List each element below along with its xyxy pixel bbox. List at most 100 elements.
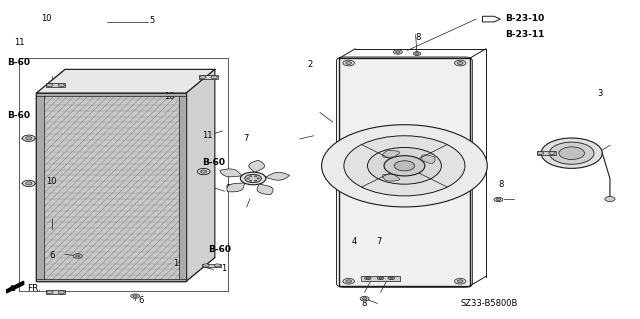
Circle shape — [26, 182, 32, 185]
Bar — [36, 93, 186, 96]
Circle shape — [362, 298, 367, 300]
Circle shape — [203, 264, 209, 267]
Circle shape — [200, 170, 207, 173]
Circle shape — [458, 280, 463, 283]
Text: 10: 10 — [164, 92, 174, 101]
Text: 7: 7 — [376, 237, 381, 246]
Circle shape — [390, 277, 393, 279]
Text: 6: 6 — [138, 296, 144, 305]
Circle shape — [47, 84, 53, 87]
Bar — [179, 93, 186, 281]
Circle shape — [133, 295, 138, 297]
Circle shape — [538, 152, 543, 155]
Text: 8: 8 — [362, 299, 367, 308]
Circle shape — [548, 152, 555, 155]
Text: B-60: B-60 — [202, 158, 225, 167]
PathPatch shape — [36, 93, 186, 281]
Circle shape — [541, 138, 602, 168]
Circle shape — [249, 176, 252, 177]
Text: B-23-11: B-23-11 — [505, 30, 544, 39]
Text: 11: 11 — [14, 38, 24, 47]
Circle shape — [366, 277, 369, 279]
Polygon shape — [227, 182, 245, 192]
Text: B-23-10: B-23-10 — [505, 14, 544, 23]
Polygon shape — [257, 183, 273, 195]
Circle shape — [246, 178, 249, 179]
Circle shape — [454, 60, 466, 66]
Circle shape — [458, 62, 463, 64]
Text: 5: 5 — [150, 17, 155, 26]
Circle shape — [76, 255, 80, 257]
Circle shape — [22, 135, 35, 141]
Circle shape — [549, 142, 594, 164]
Circle shape — [211, 76, 218, 79]
FancyBboxPatch shape — [202, 263, 221, 267]
Circle shape — [378, 277, 384, 280]
Circle shape — [200, 76, 206, 79]
Circle shape — [321, 125, 487, 207]
Text: B-60: B-60 — [7, 111, 30, 120]
Polygon shape — [483, 16, 500, 22]
Circle shape — [343, 60, 355, 66]
Circle shape — [360, 296, 369, 301]
Text: 10: 10 — [41, 14, 51, 23]
FancyBboxPatch shape — [46, 83, 65, 87]
Circle shape — [214, 264, 221, 267]
Bar — [362, 276, 399, 281]
FancyBboxPatch shape — [199, 75, 218, 79]
Text: 3: 3 — [597, 89, 603, 98]
Text: FR.: FR. — [27, 285, 41, 293]
Polygon shape — [422, 155, 435, 163]
Circle shape — [241, 172, 266, 185]
Circle shape — [346, 62, 351, 64]
Text: 10: 10 — [173, 259, 184, 268]
Circle shape — [343, 278, 355, 284]
Circle shape — [605, 197, 615, 202]
Circle shape — [454, 278, 466, 284]
Circle shape — [344, 136, 465, 196]
Polygon shape — [220, 169, 243, 177]
Polygon shape — [382, 174, 399, 181]
Text: SZ33-B5800B: SZ33-B5800B — [460, 299, 518, 308]
Circle shape — [254, 180, 257, 181]
Polygon shape — [6, 281, 24, 293]
Text: 9: 9 — [226, 184, 231, 193]
Bar — [36, 93, 44, 281]
Text: 2: 2 — [307, 60, 312, 69]
Circle shape — [367, 147, 442, 184]
Circle shape — [379, 277, 382, 279]
Circle shape — [413, 52, 421, 56]
Text: B-60: B-60 — [209, 245, 232, 254]
Bar — [339, 58, 470, 286]
Polygon shape — [36, 69, 215, 93]
Circle shape — [394, 50, 403, 54]
Circle shape — [249, 180, 252, 181]
Circle shape — [254, 176, 257, 177]
Polygon shape — [382, 151, 399, 157]
Text: 10: 10 — [46, 177, 56, 186]
Text: 8: 8 — [499, 180, 504, 189]
Circle shape — [26, 137, 32, 140]
Circle shape — [496, 198, 500, 201]
Circle shape — [346, 280, 351, 283]
Circle shape — [388, 277, 394, 280]
Polygon shape — [36, 93, 186, 281]
Polygon shape — [249, 160, 264, 173]
FancyBboxPatch shape — [46, 290, 65, 294]
Text: B-60: B-60 — [7, 58, 30, 67]
Polygon shape — [264, 172, 289, 180]
Circle shape — [494, 197, 503, 202]
Circle shape — [415, 53, 419, 55]
Circle shape — [74, 254, 83, 258]
Circle shape — [257, 178, 259, 179]
Circle shape — [58, 291, 65, 294]
Text: 7: 7 — [244, 134, 249, 144]
Circle shape — [58, 84, 65, 87]
Circle shape — [47, 291, 53, 294]
Circle shape — [22, 180, 35, 187]
Circle shape — [384, 156, 425, 176]
Polygon shape — [186, 69, 215, 281]
Circle shape — [197, 168, 210, 175]
Circle shape — [131, 294, 140, 298]
Circle shape — [559, 147, 584, 160]
